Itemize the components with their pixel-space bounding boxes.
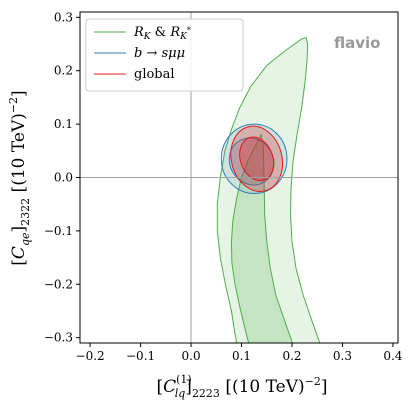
y-tick-label: −0.2 bbox=[44, 277, 73, 291]
legend-label-bsmumu: b → sμμ bbox=[134, 46, 185, 61]
flavio-watermark: flavio bbox=[334, 34, 380, 52]
y-tick-label: 0.0 bbox=[54, 171, 73, 185]
y-tick-label: 0.2 bbox=[54, 64, 73, 78]
x-tick-label: −0.2 bbox=[76, 349, 105, 363]
y-tick-label: 0.3 bbox=[54, 10, 73, 24]
y-axis-ticks: −0.3 −0.2 −0.1 0.0 0.1 0.2 0.3 bbox=[44, 10, 80, 345]
y-tick-label: −0.3 bbox=[44, 331, 73, 345]
y-axis-label: [Cqe]2322 [(10 TeV)−2] bbox=[7, 90, 32, 265]
contour-2-inner bbox=[239, 136, 275, 182]
series-2 bbox=[230, 125, 284, 192]
x-tick-label: 0.0 bbox=[182, 349, 201, 363]
x-tick-label: 0.1 bbox=[232, 349, 251, 363]
legend-entry-global: global bbox=[94, 67, 175, 82]
contour-layer bbox=[216, 37, 321, 343]
x-tick-label: −0.1 bbox=[126, 349, 155, 363]
y-tick-label: 0.1 bbox=[54, 117, 73, 131]
contour-2-outer bbox=[230, 125, 284, 192]
x-tick-label: 0.3 bbox=[333, 349, 352, 363]
legend-label-global: global bbox=[134, 67, 175, 82]
legend-label-rk: RK & RK* bbox=[133, 25, 191, 42]
legend-entry-rk: RK & RK* bbox=[94, 25, 191, 42]
x-axis-label: [C(1) lq]2223 [(10 TeV)−2] bbox=[156, 373, 327, 400]
legend-box bbox=[85, 18, 244, 92]
y-tick-label: −0.1 bbox=[44, 224, 73, 238]
x-axis-ticks: −0.2 −0.1 0.0 0.1 0.2 0.3 0.4 bbox=[76, 343, 403, 363]
x-tick-label: 0.2 bbox=[282, 349, 301, 363]
legend-entry-bsmumu: b → sμμ bbox=[94, 46, 185, 61]
legend: RK & RK* b → sμμ global bbox=[85, 18, 244, 92]
x-tick-label: 0.4 bbox=[383, 349, 402, 363]
